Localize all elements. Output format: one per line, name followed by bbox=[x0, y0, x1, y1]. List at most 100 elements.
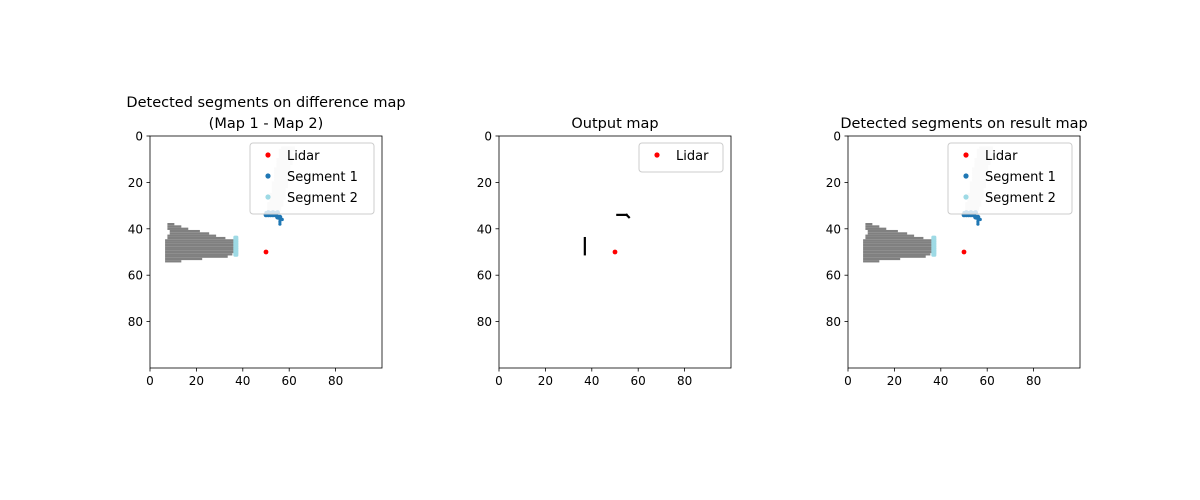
axes-frame bbox=[498, 135, 732, 369]
series-segment-2 bbox=[931, 235, 937, 257]
region-cell bbox=[165, 246, 235, 249]
chart-title: (Map 1 - Map 2) bbox=[209, 116, 324, 132]
region-cell bbox=[165, 239, 235, 242]
legend-marker bbox=[265, 173, 271, 179]
y-tick-label: 0 bbox=[484, 130, 492, 144]
x-tick-label: 60 bbox=[631, 374, 646, 388]
legend-label: Segment 1 bbox=[985, 170, 1056, 185]
segment-marker bbox=[278, 222, 282, 226]
region-cell bbox=[863, 239, 933, 242]
region-cell bbox=[863, 257, 901, 261]
chart-title: Detected segments on result map bbox=[840, 116, 1087, 132]
region-cell bbox=[167, 223, 175, 226]
region-cell bbox=[167, 236, 226, 240]
region-cell bbox=[863, 260, 880, 263]
segment-marker bbox=[278, 217, 282, 222]
data-point bbox=[233, 251, 239, 257]
region-cell bbox=[165, 260, 182, 263]
region-cell bbox=[863, 243, 933, 247]
x-tick-label: 80 bbox=[677, 374, 692, 388]
legend-marker bbox=[963, 152, 969, 158]
legend-marker bbox=[963, 194, 969, 200]
region-cell bbox=[169, 232, 210, 235]
data-point bbox=[961, 249, 967, 255]
data-point bbox=[612, 249, 618, 255]
x-tick-label: 80 bbox=[328, 374, 343, 388]
region-cell bbox=[167, 225, 182, 228]
x-tick-label: 20 bbox=[887, 374, 902, 388]
y-tick-label: 0 bbox=[135, 130, 143, 144]
region-cell bbox=[865, 236, 924, 240]
y-tick-label: 40 bbox=[128, 222, 143, 236]
y-tick-label: 60 bbox=[128, 269, 143, 283]
y-tick-label: 20 bbox=[477, 176, 492, 190]
x-tick-label: 0 bbox=[146, 374, 154, 388]
chart-title: Output map bbox=[571, 116, 658, 132]
region-cell bbox=[863, 241, 933, 244]
region-cell bbox=[165, 257, 203, 261]
series-segment-2 bbox=[233, 235, 239, 257]
legend-label: Lidar bbox=[985, 149, 1018, 164]
axes-frame bbox=[149, 135, 383, 369]
series-lidar bbox=[263, 249, 269, 255]
region-dark bbox=[165, 223, 235, 263]
segment-marker bbox=[278, 220, 282, 224]
x-tick-label: 20 bbox=[538, 374, 553, 388]
legend: Lidar Segment 1 Segment 2 bbox=[249, 142, 375, 215]
legend-marker bbox=[963, 173, 969, 179]
legend-box bbox=[249, 142, 375, 215]
x-tick-label: 0 bbox=[844, 374, 852, 388]
y-tick-label: 40 bbox=[826, 222, 841, 236]
series-lidar bbox=[961, 249, 967, 255]
region-cell bbox=[165, 255, 228, 258]
legend-box bbox=[947, 142, 1073, 215]
y-tick-label: 60 bbox=[826, 269, 841, 283]
segment-marker bbox=[280, 217, 284, 222]
x-tick-label: 40 bbox=[584, 374, 599, 388]
segment-marker bbox=[976, 220, 980, 224]
region-cell bbox=[865, 227, 887, 230]
segment-marker bbox=[976, 222, 980, 226]
region-cell bbox=[169, 229, 200, 233]
x-tick-label: 40 bbox=[235, 374, 250, 388]
chart-panel-3: 0 20 40 60 80 0 20 40 60 80 Detected segments on r… bbox=[826, 116, 1088, 388]
data-point bbox=[263, 249, 269, 255]
region-cell bbox=[867, 229, 898, 233]
region-cell bbox=[863, 255, 926, 258]
region-cell bbox=[165, 250, 235, 254]
chart-title: Detected segments on difference map bbox=[126, 95, 405, 111]
legend-box bbox=[638, 142, 724, 173]
legend: Lidar bbox=[638, 142, 724, 173]
region-cell bbox=[867, 232, 908, 235]
y-tick-label: 80 bbox=[477, 315, 492, 329]
region-cell bbox=[167, 234, 217, 237]
legend-marker bbox=[265, 152, 271, 158]
segment-marker bbox=[976, 217, 980, 222]
region-cell bbox=[165, 241, 235, 244]
y-tick-label: 0 bbox=[833, 130, 841, 144]
region-cell bbox=[863, 250, 933, 254]
region-cell bbox=[165, 253, 233, 256]
chart-panel-2: 0 20 40 60 80 0 20 40 60 80 Output map Lidar bbox=[477, 116, 732, 388]
y-tick-label: 80 bbox=[128, 315, 143, 329]
map-wall-segment bbox=[625, 213, 631, 219]
legend-label: Segment 2 bbox=[287, 191, 358, 206]
region-cell bbox=[165, 248, 235, 251]
segment-marker bbox=[978, 217, 982, 222]
x-tick-label: 40 bbox=[933, 374, 948, 388]
legend-marker bbox=[265, 194, 271, 200]
y-tick-label: 20 bbox=[826, 176, 841, 190]
region-cell bbox=[167, 227, 189, 230]
region-cell bbox=[865, 234, 915, 237]
x-tick-label: 60 bbox=[980, 374, 995, 388]
axes-frame bbox=[847, 135, 1081, 369]
region-cell bbox=[863, 253, 931, 256]
legend-label: Lidar bbox=[287, 149, 320, 164]
y-tick-label: 60 bbox=[477, 269, 492, 283]
chart-panel-1: 0 20 40 60 80 0 20 40 60 80 Detected segments on d… bbox=[126, 95, 405, 388]
y-tick-label: 20 bbox=[128, 176, 143, 190]
x-tick-label: 20 bbox=[189, 374, 204, 388]
region-cell bbox=[863, 248, 933, 251]
x-tick-label: 60 bbox=[282, 374, 297, 388]
